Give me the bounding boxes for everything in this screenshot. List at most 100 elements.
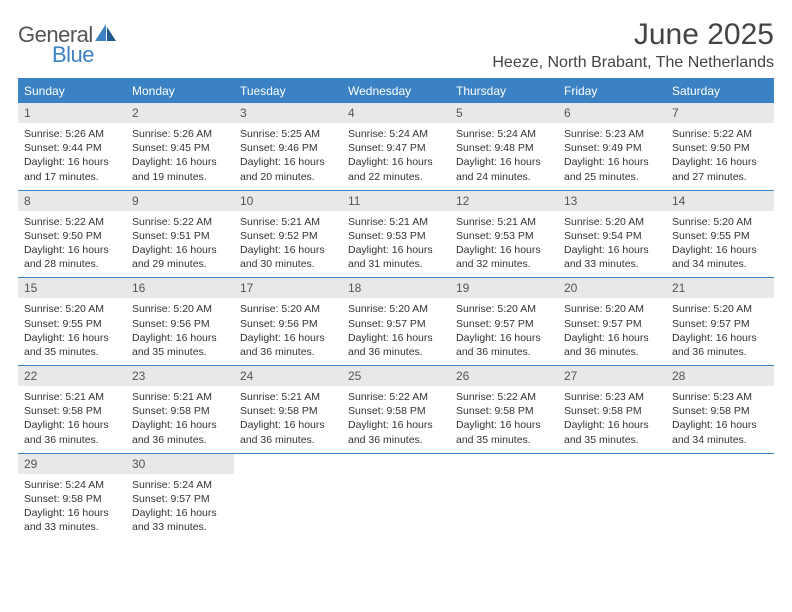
day-cell: 9Sunrise: 5:22 AMSunset: 9:51 PMDaylight… xyxy=(126,190,234,278)
day-number: 10 xyxy=(234,191,342,211)
weekday-header: Wednesday xyxy=(342,79,450,103)
day-number: 3 xyxy=(234,103,342,123)
day-details: Sunrise: 5:25 AMSunset: 9:46 PMDaylight:… xyxy=(234,123,342,190)
day-details: Sunrise: 5:24 AMSunset: 9:47 PMDaylight:… xyxy=(342,123,450,190)
day-cell: 18Sunrise: 5:20 AMSunset: 9:57 PMDayligh… xyxy=(342,278,450,366)
day-number: 1 xyxy=(18,103,126,123)
day-number: 4 xyxy=(342,103,450,123)
calendar-table: SundayMondayTuesdayWednesdayThursdayFrid… xyxy=(18,78,774,540)
day-cell: 4Sunrise: 5:24 AMSunset: 9:47 PMDaylight… xyxy=(342,103,450,190)
week-row: 8Sunrise: 5:22 AMSunset: 9:50 PMDaylight… xyxy=(18,190,774,278)
day-details: Sunrise: 5:20 AMSunset: 9:55 PMDaylight:… xyxy=(18,298,126,365)
day-cell: 23Sunrise: 5:21 AMSunset: 9:58 PMDayligh… xyxy=(126,366,234,454)
day-cell: 17Sunrise: 5:20 AMSunset: 9:56 PMDayligh… xyxy=(234,278,342,366)
day-cell: 2Sunrise: 5:26 AMSunset: 9:45 PMDaylight… xyxy=(126,103,234,190)
day-number: 15 xyxy=(18,278,126,298)
day-details: Sunrise: 5:20 AMSunset: 9:57 PMDaylight:… xyxy=(450,298,558,365)
day-cell: 16Sunrise: 5:20 AMSunset: 9:56 PMDayligh… xyxy=(126,278,234,366)
logo: General Blue xyxy=(18,18,117,68)
week-row: 15Sunrise: 5:20 AMSunset: 9:55 PMDayligh… xyxy=(18,278,774,366)
day-number: 8 xyxy=(18,191,126,211)
day-number: 24 xyxy=(234,366,342,386)
day-details: Sunrise: 5:26 AMSunset: 9:44 PMDaylight:… xyxy=(18,123,126,190)
day-number: 7 xyxy=(666,103,774,123)
day-number: 11 xyxy=(342,191,450,211)
day-number: 6 xyxy=(558,103,666,123)
weekday-header: Thursday xyxy=(450,79,558,103)
day-details: Sunrise: 5:22 AMSunset: 9:58 PMDaylight:… xyxy=(450,386,558,453)
weekday-header: Monday xyxy=(126,79,234,103)
day-details: Sunrise: 5:21 AMSunset: 9:52 PMDaylight:… xyxy=(234,211,342,278)
week-row: 22Sunrise: 5:21 AMSunset: 9:58 PMDayligh… xyxy=(18,366,774,454)
header: General Blue June 2025 Heeze, North Brab… xyxy=(18,18,774,72)
day-cell: 21Sunrise: 5:20 AMSunset: 9:57 PMDayligh… xyxy=(666,278,774,366)
day-details: Sunrise: 5:23 AMSunset: 9:58 PMDaylight:… xyxy=(558,386,666,453)
weekday-header-row: SundayMondayTuesdayWednesdayThursdayFrid… xyxy=(18,79,774,103)
day-details: Sunrise: 5:22 AMSunset: 9:51 PMDaylight:… xyxy=(126,211,234,278)
day-cell: 5Sunrise: 5:24 AMSunset: 9:48 PMDaylight… xyxy=(450,103,558,190)
day-details: Sunrise: 5:23 AMSunset: 9:58 PMDaylight:… xyxy=(666,386,774,453)
day-details: Sunrise: 5:20 AMSunset: 9:57 PMDaylight:… xyxy=(558,298,666,365)
day-cell: . xyxy=(342,453,450,540)
day-cell: 29Sunrise: 5:24 AMSunset: 9:58 PMDayligh… xyxy=(18,453,126,540)
day-cell: 15Sunrise: 5:20 AMSunset: 9:55 PMDayligh… xyxy=(18,278,126,366)
weekday-header: Friday xyxy=(558,79,666,103)
day-cell: . xyxy=(450,453,558,540)
week-row: 1Sunrise: 5:26 AMSunset: 9:44 PMDaylight… xyxy=(18,103,774,190)
day-details: Sunrise: 5:20 AMSunset: 9:56 PMDaylight:… xyxy=(234,298,342,365)
day-cell: 1Sunrise: 5:26 AMSunset: 9:44 PMDaylight… xyxy=(18,103,126,190)
day-cell: 12Sunrise: 5:21 AMSunset: 9:53 PMDayligh… xyxy=(450,190,558,278)
day-details: Sunrise: 5:22 AMSunset: 9:58 PMDaylight:… xyxy=(342,386,450,453)
day-details: Sunrise: 5:22 AMSunset: 9:50 PMDaylight:… xyxy=(666,123,774,190)
day-cell: 20Sunrise: 5:20 AMSunset: 9:57 PMDayligh… xyxy=(558,278,666,366)
logo-sail-icon xyxy=(95,22,117,48)
day-number: 12 xyxy=(450,191,558,211)
day-cell: 24Sunrise: 5:21 AMSunset: 9:58 PMDayligh… xyxy=(234,366,342,454)
day-details: Sunrise: 5:20 AMSunset: 9:57 PMDaylight:… xyxy=(342,298,450,365)
week-row: 29Sunrise: 5:24 AMSunset: 9:58 PMDayligh… xyxy=(18,453,774,540)
day-number: 21 xyxy=(666,278,774,298)
logo-word-blue: Blue xyxy=(52,42,94,68)
day-number: 9 xyxy=(126,191,234,211)
day-number: 28 xyxy=(666,366,774,386)
weekday-header: Sunday xyxy=(18,79,126,103)
day-cell: 25Sunrise: 5:22 AMSunset: 9:58 PMDayligh… xyxy=(342,366,450,454)
day-cell: 30Sunrise: 5:24 AMSunset: 9:57 PMDayligh… xyxy=(126,453,234,540)
day-number: 30 xyxy=(126,454,234,474)
day-number: 20 xyxy=(558,278,666,298)
day-details: Sunrise: 5:24 AMSunset: 9:58 PMDaylight:… xyxy=(18,474,126,541)
day-number: 16 xyxy=(126,278,234,298)
day-number: 25 xyxy=(342,366,450,386)
day-details: Sunrise: 5:24 AMSunset: 9:57 PMDaylight:… xyxy=(126,474,234,541)
day-cell: 11Sunrise: 5:21 AMSunset: 9:53 PMDayligh… xyxy=(342,190,450,278)
day-details: Sunrise: 5:20 AMSunset: 9:57 PMDaylight:… xyxy=(666,298,774,365)
day-cell: 19Sunrise: 5:20 AMSunset: 9:57 PMDayligh… xyxy=(450,278,558,366)
day-number: 17 xyxy=(234,278,342,298)
calendar-body: 1Sunrise: 5:26 AMSunset: 9:44 PMDaylight… xyxy=(18,103,774,540)
day-number: 22 xyxy=(18,366,126,386)
day-cell: 22Sunrise: 5:21 AMSunset: 9:58 PMDayligh… xyxy=(18,366,126,454)
day-cell: 27Sunrise: 5:23 AMSunset: 9:58 PMDayligh… xyxy=(558,366,666,454)
calendar-page: General Blue June 2025 Heeze, North Brab… xyxy=(0,0,792,550)
day-cell: 8Sunrise: 5:22 AMSunset: 9:50 PMDaylight… xyxy=(18,190,126,278)
day-number: 18 xyxy=(342,278,450,298)
day-number: 26 xyxy=(450,366,558,386)
day-number: 2 xyxy=(126,103,234,123)
day-details: Sunrise: 5:21 AMSunset: 9:53 PMDaylight:… xyxy=(450,211,558,278)
day-details: Sunrise: 5:24 AMSunset: 9:48 PMDaylight:… xyxy=(450,123,558,190)
day-cell: . xyxy=(558,453,666,540)
day-details: Sunrise: 5:21 AMSunset: 9:58 PMDaylight:… xyxy=(18,386,126,453)
day-details: Sunrise: 5:21 AMSunset: 9:58 PMDaylight:… xyxy=(234,386,342,453)
day-number: 13 xyxy=(558,191,666,211)
day-details: Sunrise: 5:20 AMSunset: 9:56 PMDaylight:… xyxy=(126,298,234,365)
weekday-header: Tuesday xyxy=(234,79,342,103)
day-cell: . xyxy=(234,453,342,540)
day-details: Sunrise: 5:21 AMSunset: 9:53 PMDaylight:… xyxy=(342,211,450,278)
day-cell: 3Sunrise: 5:25 AMSunset: 9:46 PMDaylight… xyxy=(234,103,342,190)
day-details: Sunrise: 5:26 AMSunset: 9:45 PMDaylight:… xyxy=(126,123,234,190)
day-details: Sunrise: 5:20 AMSunset: 9:54 PMDaylight:… xyxy=(558,211,666,278)
page-title: June 2025 xyxy=(492,18,774,52)
weekday-header: Saturday xyxy=(666,79,774,103)
location-text: Heeze, North Brabant, The Netherlands xyxy=(492,54,774,72)
day-cell: 13Sunrise: 5:20 AMSunset: 9:54 PMDayligh… xyxy=(558,190,666,278)
